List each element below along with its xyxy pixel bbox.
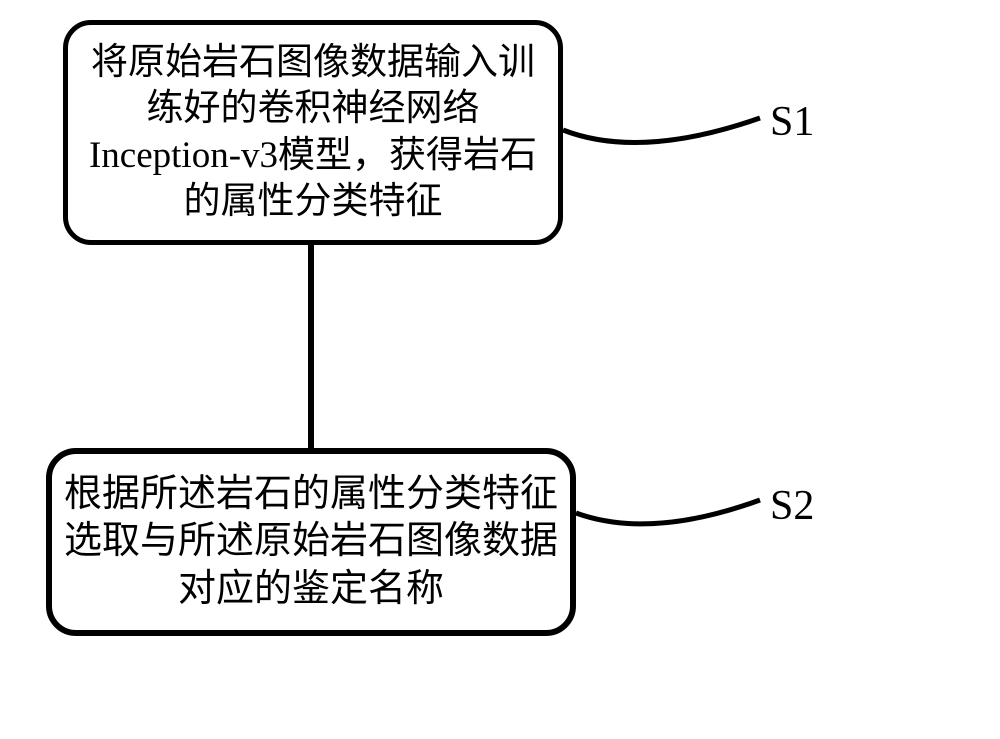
step-label-s2: S2: [770, 482, 814, 530]
callout-line-s2: [0, 0, 1000, 739]
step-label-s2-text: S2: [770, 483, 814, 529]
